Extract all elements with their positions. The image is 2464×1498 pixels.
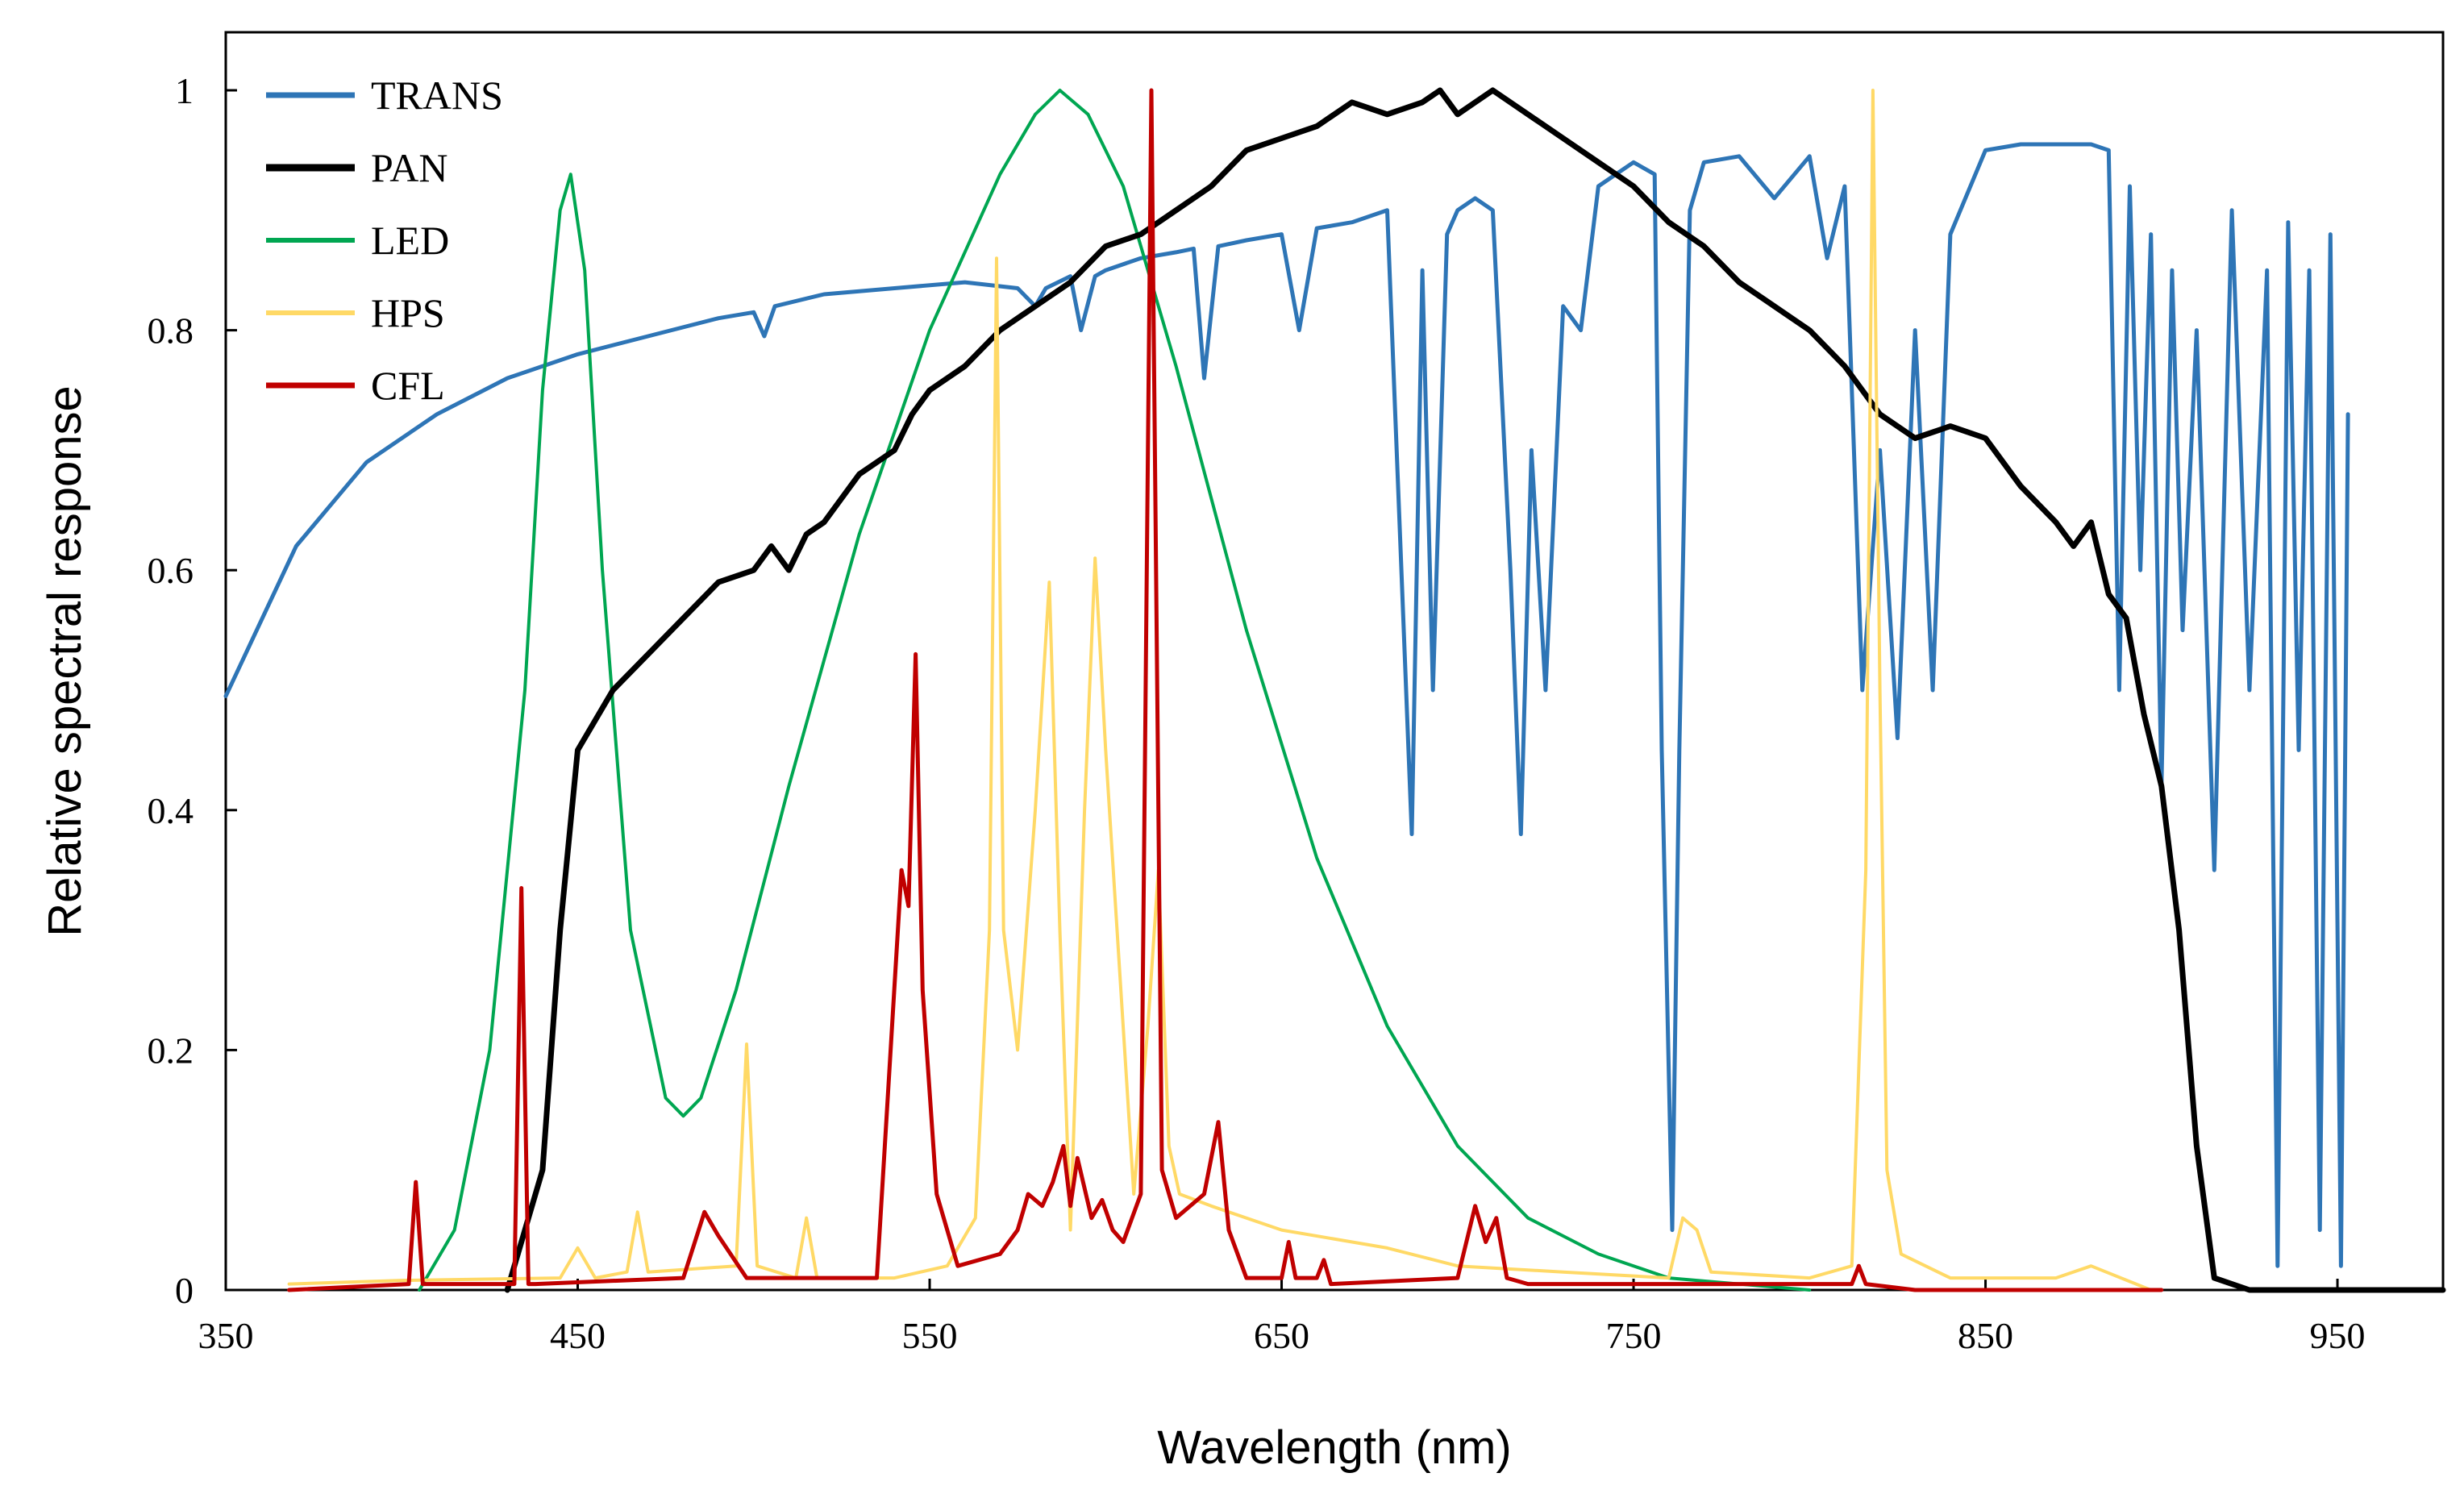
legend-label-trans: TRANS xyxy=(371,73,503,118)
x-tick-label: 550 xyxy=(902,1315,958,1356)
legend-label-led: LED xyxy=(371,218,449,263)
series-line-cfl xyxy=(287,88,2164,1292)
legend-label-pan: PAN xyxy=(371,145,447,190)
x-tick-label: 950 xyxy=(2310,1315,2366,1356)
y-tick-label: 0 xyxy=(175,1270,194,1311)
plot-frame xyxy=(224,31,2445,1292)
x-tick-label: 450 xyxy=(550,1315,606,1356)
legend: TRANS PAN LED HPS CFL xyxy=(266,73,503,408)
y-tick-label: 0.2 xyxy=(148,1030,194,1071)
x-tick-label: 850 xyxy=(1958,1315,2013,1356)
series-line-trans xyxy=(223,142,2350,1268)
y-axis-title: Relative spectral response xyxy=(39,385,91,936)
series-line-pan xyxy=(504,87,2446,1293)
legend-label-hps: HPS xyxy=(371,290,445,335)
x-tick-label: 350 xyxy=(198,1315,254,1356)
series-line-hps xyxy=(287,89,2153,1292)
y-tick-label: 0.8 xyxy=(148,310,194,352)
x-tick-label: 650 xyxy=(1254,1315,1309,1356)
x-axis: 350 450 550 650 750 850 950 xyxy=(198,1279,2366,1356)
y-axis: 0 0.2 0.4 0.6 0.8 1 xyxy=(148,70,237,1311)
x-tick-label: 750 xyxy=(1606,1315,1662,1356)
y-tick-label: 0.6 xyxy=(148,550,194,591)
series-group xyxy=(223,87,2446,1293)
legend-label-cfl: CFL xyxy=(371,363,445,408)
y-tick-label: 1 xyxy=(175,70,194,111)
x-axis-title: Wavelength (nm) xyxy=(1157,1421,1511,1474)
series-line-led xyxy=(418,89,1812,1292)
y-tick-label: 0.4 xyxy=(148,790,194,831)
